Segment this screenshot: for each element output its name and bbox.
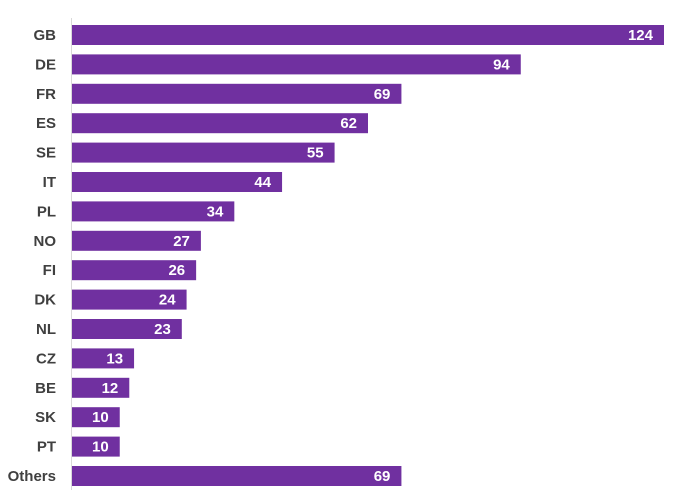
- bar-se: [72, 142, 335, 163]
- bar-pt: [72, 436, 120, 457]
- category-label-pt: PT: [37, 439, 56, 456]
- category-label-de: DE: [35, 56, 56, 73]
- value-label-pt: 10: [92, 439, 109, 456]
- category-label-be: BE: [35, 380, 56, 397]
- category-label-no: NO: [34, 233, 57, 250]
- value-label-se: 55: [307, 145, 324, 162]
- bar-sk: [72, 407, 120, 428]
- category-label-es: ES: [36, 115, 56, 132]
- value-label-pl: 34: [207, 203, 224, 220]
- value-label-sk: 10: [92, 409, 109, 426]
- value-label-es: 62: [340, 115, 357, 132]
- category-label-it: IT: [43, 174, 56, 191]
- bar-pl: [72, 201, 235, 222]
- category-label-fr: FR: [36, 86, 56, 103]
- bar-others: [72, 466, 402, 486]
- value-label-be: 12: [102, 380, 119, 397]
- bar-nl: [72, 319, 182, 339]
- value-label-dk: 24: [159, 292, 176, 309]
- bar-gb: [72, 25, 664, 45]
- category-label-cz: CZ: [36, 350, 56, 367]
- bar-dk: [72, 289, 187, 310]
- value-label-gb: 124: [628, 27, 654, 44]
- category-label-fi: FI: [43, 262, 56, 279]
- bar-be: [72, 377, 130, 398]
- category-label-gb: GB: [34, 27, 57, 44]
- value-label-others: 69: [374, 468, 391, 485]
- bar-cz: [72, 348, 135, 369]
- category-label-sk: SK: [35, 409, 56, 426]
- category-label-nl: NL: [36, 321, 56, 338]
- category-label-dk: DK: [34, 292, 56, 309]
- value-labels-group: 124 94 69 62 55 44 34 27 26 24 23 13 12 10 10 69: [92, 27, 654, 485]
- bar-es: [72, 113, 368, 134]
- value-label-cz: 13: [106, 350, 123, 367]
- value-label-nl: 23: [154, 321, 171, 338]
- category-label-se: SE: [36, 145, 56, 162]
- value-label-fi: 26: [168, 262, 185, 279]
- bars-group: [72, 25, 664, 486]
- bar-fi: [72, 260, 197, 281]
- category-label-others: Others: [8, 468, 56, 485]
- category-labels-group: GB DE FR ES SE IT PL NO FI DK NL CZ BE SK PT Others: [8, 27, 57, 485]
- bar-no: [72, 230, 201, 251]
- value-label-no: 27: [173, 233, 190, 250]
- category-label-pl: PL: [37, 203, 56, 220]
- value-label-fr: 69: [374, 86, 391, 103]
- bar-de: [72, 54, 521, 75]
- value-label-it: 44: [254, 174, 271, 191]
- bar-it: [72, 172, 283, 192]
- value-label-de: 94: [493, 56, 510, 73]
- bar-fr: [72, 83, 402, 104]
